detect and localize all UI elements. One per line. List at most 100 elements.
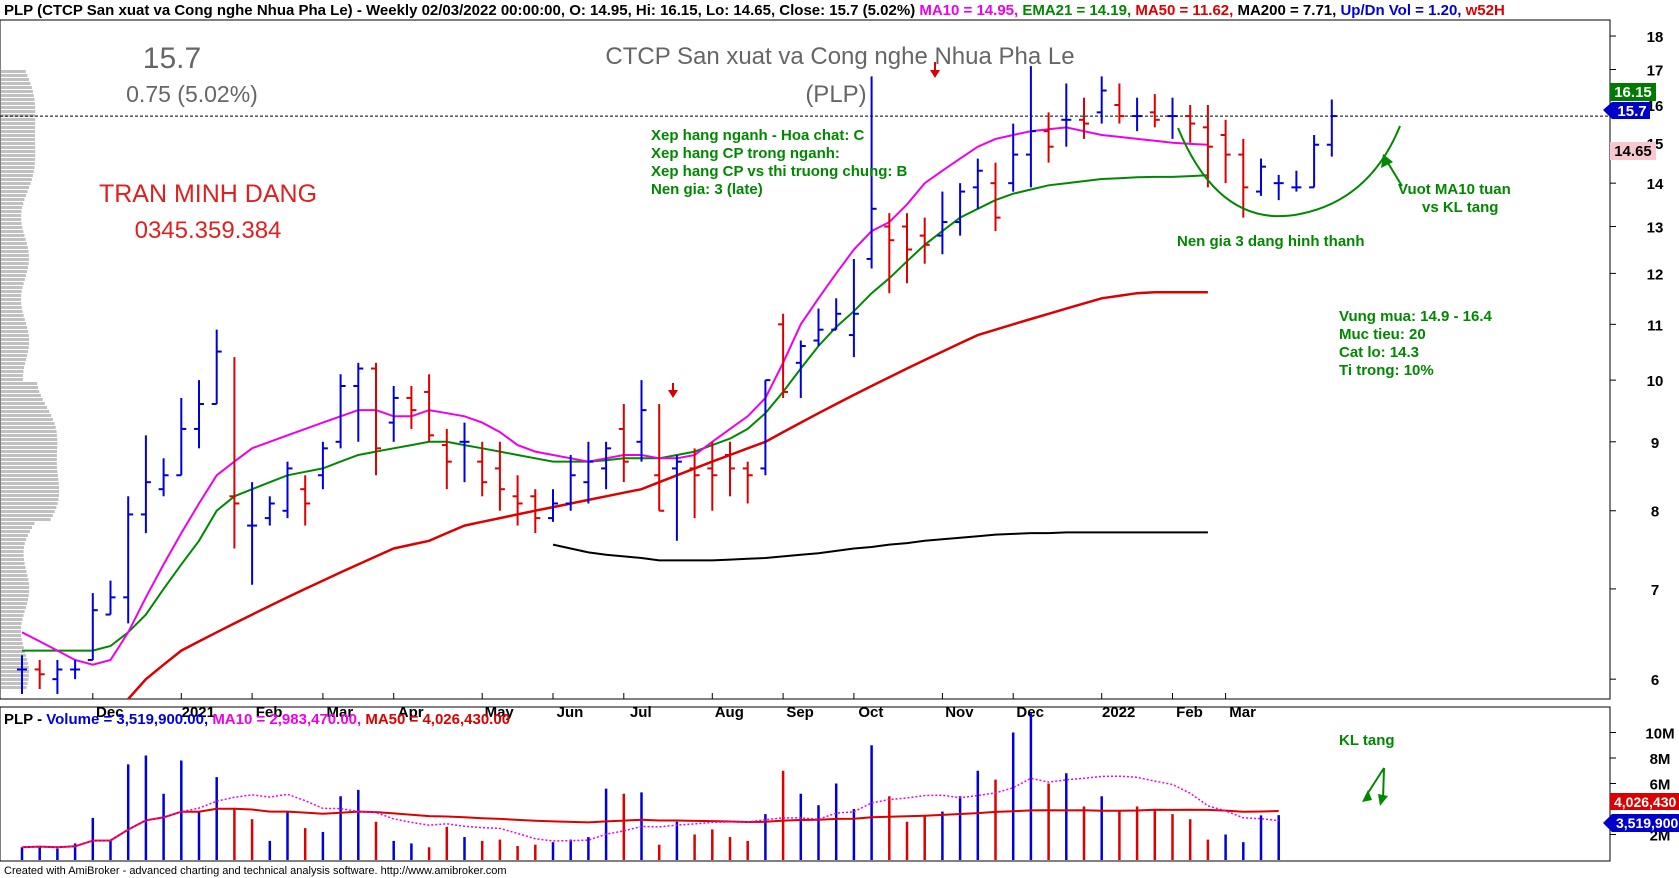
volume-profile-bar — [1, 618, 23, 621]
price-tick-label: 14 — [1647, 176, 1664, 193]
volume-profile-bar — [1, 198, 25, 201]
volume-profile-bar — [1, 478, 59, 481]
volume-profile-bar — [1, 110, 36, 113]
ohlc-bar — [441, 428, 452, 490]
volume-profile-bar — [1, 530, 30, 533]
annot-kl-tang: KL tang — [1339, 732, 1395, 749]
volume-profile-bar — [1, 334, 29, 337]
ohlc-bar — [707, 441, 718, 511]
volume-profile-bar — [1, 190, 28, 193]
volume-profile-bar — [1, 310, 23, 313]
volume-profile-bar — [1, 90, 33, 93]
volume-profile-bar — [1, 98, 35, 101]
badge-vol-ma50-text: 4,026,430 — [1614, 794, 1676, 810]
volume-profile-bar — [1, 282, 24, 285]
ohlc-bar — [1008, 123, 1019, 192]
volume-profile-bar — [1, 162, 35, 165]
volume-profile-bar — [1, 94, 34, 97]
ohlc-bar — [1114, 83, 1125, 124]
price-tick-label: 17 — [1647, 62, 1664, 79]
volume-profile-bar — [1, 490, 60, 493]
time-tick-label: Jul — [630, 704, 652, 721]
ohlc-bar — [813, 308, 824, 347]
volume-profile-bar — [1, 470, 58, 473]
base-arc — [1177, 125, 1401, 218]
ohlc-bar — [424, 374, 435, 442]
last-price: 15.7 — [143, 42, 201, 75]
volume-profile-bar — [1, 582, 29, 585]
ohlc-bar — [140, 435, 151, 534]
volume-profile-bar — [1, 546, 24, 549]
ohlc-bar — [247, 482, 258, 585]
volume-profile-bar — [1, 654, 27, 657]
volume-profile-bar — [1, 474, 58, 477]
volume-profile-bar — [1, 346, 29, 349]
volume-profile-bar — [1, 158, 36, 161]
ohlc-bar — [87, 593, 98, 661]
ohlc-bar — [831, 298, 842, 331]
volume-profile-bar — [1, 502, 58, 505]
time-tick-label: 2022 — [1102, 704, 1135, 721]
ohlc-bar — [795, 340, 806, 398]
volume-profile-bar — [1, 186, 30, 189]
volume-profile-bar — [1, 390, 40, 393]
volume-profile — [1, 70, 60, 689]
volume-profile-bar — [1, 202, 24, 205]
ohlc-bar — [955, 183, 966, 236]
volume-profile-bar — [1, 86, 32, 89]
volume-profile-bar — [1, 682, 28, 685]
time-tick-label: Nov — [945, 704, 974, 721]
ohlc-bar — [565, 454, 576, 511]
volume-profile-bar — [1, 258, 29, 261]
ohlc-bar — [778, 313, 789, 398]
ohlc-bar — [583, 441, 594, 504]
volume-header: PLP - Volume = 3,519,900.00, MA10 = 2,98… — [4, 711, 510, 728]
ohlc-bar — [919, 217, 930, 264]
volume-profile-bar — [1, 514, 53, 517]
ma200-line — [552, 531, 1208, 562]
ohlc-bar — [353, 362, 364, 442]
badge-close-text: 15.7 — [1617, 103, 1646, 120]
volume-profile-bar — [1, 278, 25, 281]
volume-profile-bar — [1, 106, 36, 109]
ticker-title: (PLP) — [805, 81, 866, 108]
volume-profile-bar — [1, 466, 58, 469]
price-pane — [0, 19, 1611, 700]
volume-profile-bar — [1, 130, 36, 133]
time-axis: Dec 2021 Feb Mar Apr May Jun Jul Aug Sep Oct Nov Dec… — [92, 693, 1256, 721]
ohlc-bar — [530, 489, 541, 534]
volume-profile-bar — [1, 114, 36, 117]
ohlc-bar — [70, 659, 81, 680]
volume-profile-bar — [1, 482, 59, 485]
ohlc-bar — [636, 380, 647, 462]
volume-profile-bar — [1, 194, 26, 197]
volume-profile-bar — [1, 150, 36, 153]
volume-profile-bar — [1, 494, 60, 497]
volume-profile-bar — [1, 594, 29, 597]
volume-profile-bar — [1, 142, 36, 145]
volume-profile-bar — [1, 426, 56, 429]
ohlc-bar — [371, 362, 381, 476]
price-tick-label: 9 — [1651, 435, 1659, 452]
ohlc-bar — [725, 441, 735, 497]
ohlc-bar — [1238, 138, 1249, 218]
volume-profile-bar — [1, 294, 22, 297]
volume-profile-bar — [1, 182, 31, 185]
ohlc-bar — [335, 374, 346, 449]
volume-profile-bar — [1, 642, 23, 645]
volume-profile-bar — [1, 358, 27, 361]
volume-profile-bar — [1, 342, 30, 345]
ohlc-bar — [866, 76, 877, 269]
ohlc-bar — [1202, 104, 1213, 188]
volume-profile-bar — [1, 558, 24, 561]
volume-profile-bar — [1, 266, 29, 269]
rating-line: Nen gia: 3 (late) — [651, 181, 763, 198]
volume-profile-bar — [1, 330, 29, 333]
volume-profile-bar — [1, 566, 26, 569]
volume-profile-bar — [1, 626, 22, 629]
volume-profile-bar — [1, 562, 25, 565]
price-change: 0.75 (5.02%) — [126, 81, 258, 107]
ohlc-bar — [1256, 158, 1266, 196]
volume-profile-bar — [1, 606, 26, 609]
time-tick-label: Apr — [398, 704, 424, 721]
